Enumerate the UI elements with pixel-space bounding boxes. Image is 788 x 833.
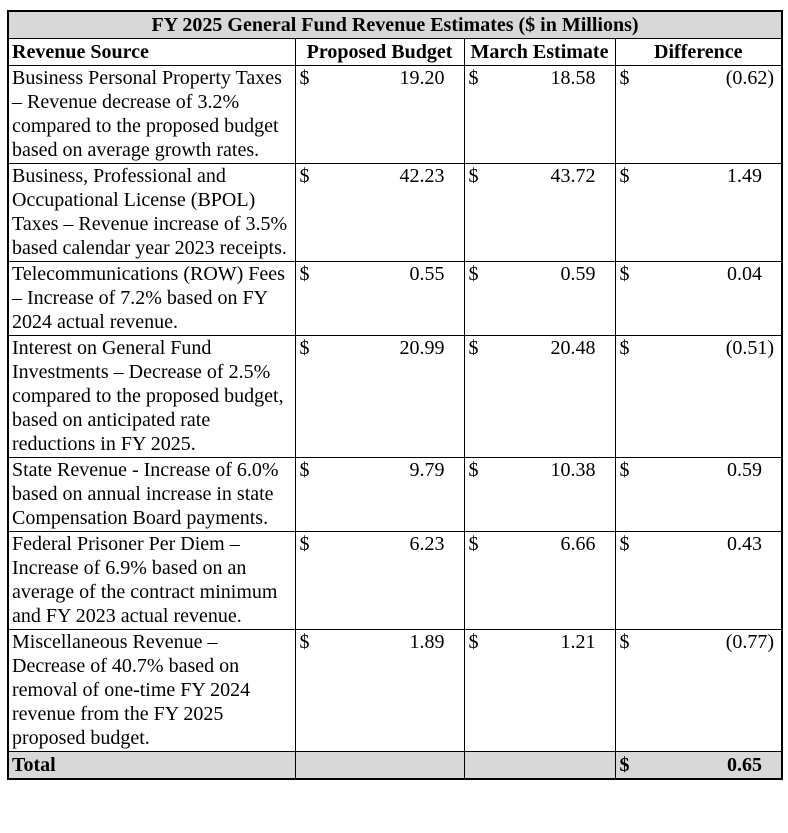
march-estimate-cell: $18.58	[463, 65, 616, 164]
march-estimate-cell: $43.72	[463, 163, 616, 262]
currency-symbol: $	[299, 459, 310, 481]
currency-symbol: $	[619, 631, 630, 653]
amount-value: 0.59	[727, 459, 763, 481]
currency-symbol: $	[468, 533, 479, 555]
amount-value: 6.23	[409, 533, 445, 555]
table-total-row: Total $0.65	[7, 751, 783, 780]
table-row-miscellaneous-revenue: Miscellaneous Revenue – Decrease of 40.7…	[7, 629, 783, 752]
march-estimate-cell: $6.66	[463, 531, 616, 630]
revenue-estimates-table: FY 2025 General Fund Revenue Estimates (…	[7, 10, 784, 780]
amount-value: 0.55	[409, 263, 445, 285]
currency-symbol: $	[468, 263, 479, 285]
revenue-source-cell: Business, Professional and Occupational …	[7, 163, 296, 262]
currency-symbol: $	[299, 165, 310, 187]
currency-symbol: $	[468, 165, 479, 187]
amount-value: 1.21	[560, 631, 596, 653]
currency-symbol: $	[299, 533, 310, 555]
currency-symbol: $	[299, 631, 310, 653]
table-row-interest-on-investments: Interest on General Fund Investments – D…	[7, 335, 783, 458]
amount-value: 43.72	[550, 165, 596, 187]
proposed-budget-cell: $19.20	[294, 65, 465, 164]
total-label-cell: Total	[7, 751, 296, 780]
proposed-budget-cell: $42.23	[294, 163, 465, 262]
revenue-source-cell: Business Personal Property Taxes – Reven…	[7, 65, 296, 164]
difference-cell: $0.59	[614, 457, 783, 532]
table-row-business-personal-property: Business Personal Property Taxes – Reven…	[7, 65, 783, 164]
amount-value: 6.66	[560, 533, 596, 555]
amount-value: 18.58	[550, 67, 596, 89]
currency-symbol: $	[619, 754, 630, 776]
currency-symbol: $	[619, 165, 630, 187]
amount-value: 0.59	[560, 263, 596, 285]
amount-value: (0.51)	[725, 337, 775, 359]
proposed-budget-cell: $0.55	[294, 261, 465, 336]
revenue-source-cell: Interest on General Fund Investments – D…	[7, 335, 296, 458]
currency-symbol: $	[468, 67, 479, 89]
amount-value: (0.77)	[725, 631, 775, 653]
amount-value: 9.79	[409, 459, 445, 481]
currency-symbol: $	[619, 459, 630, 481]
amount-value: 20.48	[550, 337, 596, 359]
currency-symbol: $	[468, 459, 479, 481]
difference-cell: $ (0.51)	[614, 335, 783, 458]
col-header-march-estimate: March Estimate	[463, 38, 616, 66]
table-title-row: FY 2025 General Fund Revenue Estimates (…	[7, 10, 783, 39]
amount-value: 20.99	[399, 337, 445, 359]
amount-value: 0.04	[727, 263, 763, 285]
march-estimate-cell: $20.48	[463, 335, 616, 458]
table-header-row: Revenue Source Proposed Budget March Est…	[7, 38, 783, 66]
difference-cell: $ (0.77)	[614, 629, 783, 752]
proposed-budget-cell: $20.99	[294, 335, 465, 458]
difference-cell: $ (0.62)	[614, 65, 783, 164]
table-row-federal-prisoner-per-diem: Federal Prisoner Per Diem – Increase of …	[7, 531, 783, 630]
revenue-source-cell: State Revenue - Increase of 6.0% based o…	[7, 457, 296, 532]
currency-symbol: $	[299, 337, 310, 359]
amount-value: 42.23	[399, 165, 445, 187]
revenue-source-cell: Telecommunications (ROW) Fees – Increase…	[7, 261, 296, 336]
currency-symbol: $	[619, 67, 630, 89]
currency-symbol: $	[299, 263, 310, 285]
revenue-source-cell: Miscellaneous Revenue – Decrease of 40.7…	[7, 629, 296, 752]
col-header-proposed-budget: Proposed Budget	[294, 38, 465, 66]
col-header-revenue-source: Revenue Source	[7, 38, 296, 66]
difference-cell: $0.43	[614, 531, 783, 630]
currency-symbol: $	[619, 337, 630, 359]
revenue-source-cell: Federal Prisoner Per Diem – Increase of …	[7, 531, 296, 630]
currency-symbol: $	[468, 631, 479, 653]
table-row-telecommunications-fees: Telecommunications (ROW) Fees – Increase…	[7, 261, 783, 336]
currency-symbol: $	[468, 337, 479, 359]
amount-value: 10.38	[550, 459, 596, 481]
currency-symbol: $	[299, 67, 310, 89]
table-row-bpol-taxes: Business, Professional and Occupational …	[7, 163, 783, 262]
table-title: FY 2025 General Fund Revenue Estimates (…	[7, 10, 783, 39]
currency-symbol: $	[619, 533, 630, 555]
proposed-budget-cell: $9.79	[294, 457, 465, 532]
march-estimate-cell: $0.59	[463, 261, 616, 336]
amount-value: 1.49	[727, 165, 763, 187]
difference-cell: $0.04	[614, 261, 783, 336]
amount-value: (0.62)	[725, 67, 775, 89]
currency-symbol: $	[619, 263, 630, 285]
total-proposed-budget-cell	[294, 751, 465, 780]
amount-value: 0.43	[727, 533, 763, 555]
march-estimate-cell: $1.21	[463, 629, 616, 752]
col-header-difference: Difference	[614, 38, 783, 66]
amount-value: 1.89	[409, 631, 445, 653]
amount-value: 0.65	[727, 754, 763, 776]
proposed-budget-cell: $1.89	[294, 629, 465, 752]
proposed-budget-cell: $6.23	[294, 531, 465, 630]
total-march-estimate-cell	[463, 751, 616, 780]
difference-cell: $1.49	[614, 163, 783, 262]
total-difference-cell: $0.65	[614, 751, 783, 780]
march-estimate-cell: $10.38	[463, 457, 616, 532]
amount-value: 19.20	[399, 67, 445, 89]
table-row-state-revenue: State Revenue - Increase of 6.0% based o…	[7, 457, 783, 532]
